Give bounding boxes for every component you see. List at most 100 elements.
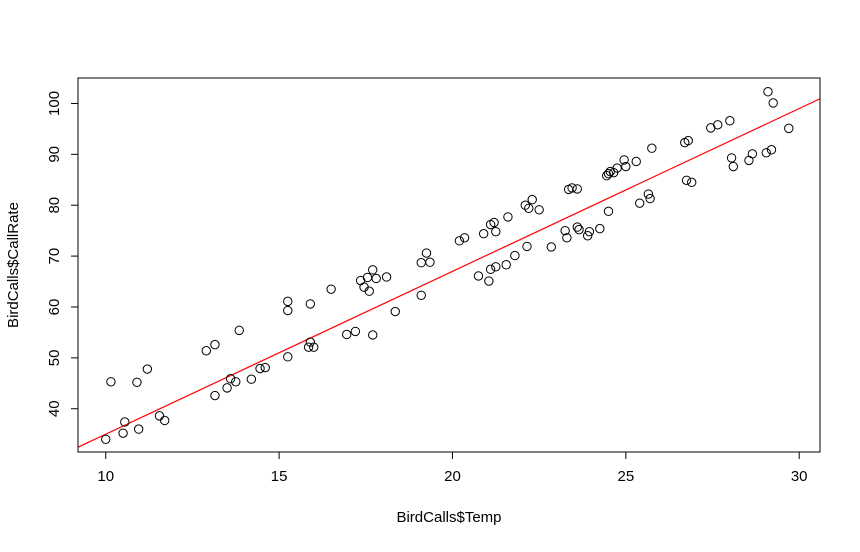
x-tick-label: 25 bbox=[617, 468, 634, 485]
data-point bbox=[631, 156, 641, 167]
data-point bbox=[527, 194, 537, 205]
data-point bbox=[612, 163, 622, 173]
data-point bbox=[350, 326, 361, 337]
data-point bbox=[231, 377, 241, 387]
y-tick-label: 50 bbox=[46, 350, 63, 367]
data-point bbox=[603, 206, 614, 217]
data-point bbox=[574, 224, 584, 235]
data-point bbox=[572, 222, 582, 232]
data-point bbox=[501, 260, 511, 270]
y-tick-label: 60 bbox=[46, 299, 63, 316]
data-point bbox=[416, 290, 426, 300]
data-point bbox=[747, 149, 758, 159]
data-point bbox=[595, 223, 605, 234]
data-point bbox=[362, 272, 373, 283]
data-point bbox=[225, 374, 236, 384]
data-point bbox=[390, 306, 400, 317]
data-point bbox=[246, 374, 257, 384]
data-point bbox=[728, 161, 739, 172]
data-point bbox=[303, 342, 314, 352]
data-point bbox=[283, 352, 293, 362]
data-point bbox=[683, 135, 693, 146]
x-tick-label: 20 bbox=[444, 468, 461, 485]
data-point bbox=[368, 330, 378, 340]
data-point bbox=[635, 198, 645, 208]
data-point bbox=[222, 383, 232, 393]
data-point bbox=[305, 299, 316, 309]
data-point bbox=[484, 276, 494, 286]
data-point bbox=[681, 175, 692, 185]
y-tick-label: 100 bbox=[46, 91, 63, 116]
tick-layer: 10 15 20 25 30 40 50 60 70 80 90 100 bbox=[46, 91, 808, 485]
data-point bbox=[784, 123, 794, 134]
data-point bbox=[459, 233, 470, 243]
data-point bbox=[643, 189, 654, 199]
data-point bbox=[368, 265, 378, 275]
data-point bbox=[421, 248, 432, 258]
data-point bbox=[154, 411, 165, 421]
data-point bbox=[133, 424, 144, 434]
data-point bbox=[371, 273, 381, 284]
data-point bbox=[572, 184, 582, 194]
data-point bbox=[454, 236, 465, 246]
y-tick-label: 80 bbox=[46, 197, 63, 214]
data-point bbox=[260, 362, 270, 373]
x-tick-label: 30 bbox=[791, 468, 808, 485]
data-point bbox=[234, 325, 244, 336]
regression-line bbox=[77, 98, 821, 448]
data-point bbox=[584, 226, 595, 237]
regression-line-layer bbox=[77, 98, 821, 448]
data-point bbox=[491, 262, 501, 272]
y-tick-label: 90 bbox=[46, 146, 63, 163]
data-point bbox=[503, 212, 513, 222]
data-point bbox=[603, 168, 614, 179]
data-point bbox=[524, 203, 534, 213]
data-point bbox=[621, 161, 631, 172]
data-point bbox=[491, 226, 501, 237]
data-point bbox=[687, 177, 697, 188]
x-tick-label: 10 bbox=[97, 468, 114, 485]
data-point bbox=[560, 225, 570, 236]
data-point bbox=[546, 242, 556, 252]
data-point bbox=[478, 229, 489, 239]
data-point bbox=[619, 155, 629, 165]
data-point bbox=[763, 87, 773, 97]
data-point bbox=[210, 390, 220, 401]
data-point bbox=[142, 364, 153, 374]
data-point bbox=[520, 200, 530, 210]
data-point bbox=[766, 145, 777, 155]
data-point bbox=[713, 120, 723, 130]
data-point bbox=[364, 286, 374, 296]
data-point bbox=[473, 271, 484, 281]
data-point bbox=[567, 183, 577, 193]
data-point bbox=[582, 231, 593, 241]
data-point bbox=[510, 250, 520, 261]
data-point bbox=[132, 377, 142, 387]
data-point bbox=[201, 346, 211, 356]
data-point bbox=[761, 148, 771, 158]
data-point bbox=[120, 417, 130, 427]
data-point bbox=[522, 241, 532, 252]
plot-frame bbox=[77, 77, 821, 453]
data-point bbox=[106, 377, 116, 387]
data-point bbox=[425, 257, 435, 267]
data-point bbox=[647, 143, 657, 153]
data-point bbox=[416, 258, 426, 268]
data-point bbox=[159, 415, 170, 426]
data-point bbox=[255, 363, 265, 374]
x-axis-label: BirdCalls$Temp bbox=[396, 509, 501, 526]
data-point bbox=[726, 153, 737, 163]
data-point bbox=[381, 272, 392, 282]
data-point bbox=[489, 217, 499, 228]
data-point bbox=[210, 339, 220, 350]
data-point bbox=[118, 428, 128, 438]
data-point bbox=[645, 193, 655, 204]
data-point bbox=[326, 284, 336, 294]
x-tick-label: 15 bbox=[271, 468, 288, 485]
y-tick-label: 40 bbox=[46, 400, 63, 417]
data-point bbox=[534, 205, 544, 215]
data-point bbox=[562, 233, 572, 243]
data-point bbox=[101, 434, 111, 444]
